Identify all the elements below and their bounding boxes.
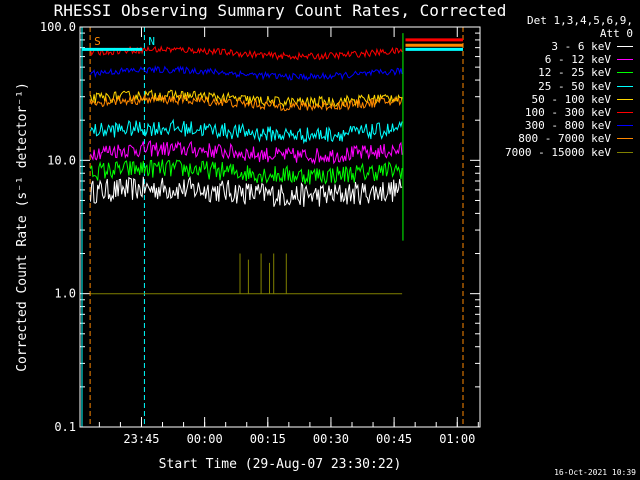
legend-swatch [617,72,633,74]
legend-swatch [617,151,633,153]
x-axis-label: Start Time (29-Aug-07 23:30:22) [159,457,402,472]
y-tick-label: 0.1 [54,420,76,434]
legend-entry-label: 100 - 300 keV [524,106,611,120]
y-axis-ticks: 0.1 1.0 10.0 100.0 [40,20,480,434]
y-tick-label: 1.0 [54,287,76,301]
legend-entry-label: 7000 - 15000 keV [505,145,611,159]
y-tick-label: 10.0 [47,153,76,167]
legend-entry: 50 - 100 keV [478,93,633,106]
x-tick-label: 00:45 [376,432,412,446]
y-tick-label: 100.0 [40,20,76,34]
x-tick-label: 23:45 [123,432,159,446]
x-tick-label: 00:00 [187,432,223,446]
chart-title: RHESSI Observing Summary Count Rates, Co… [54,1,507,20]
legend-entry: 12 - 25 keV [478,66,633,79]
legend-entry-label: 25 - 50 keV [538,79,611,93]
series-line [90,140,403,166]
legend-entry: 300 - 800 keV [478,119,633,132]
legend-swatch [617,112,633,114]
legend-entry-label: 50 - 100 keV [531,92,611,106]
footer-date: 16-Oct-2021 10:39 [554,468,636,477]
x-tick-label: 00:30 [313,432,349,446]
legend-entry: 7000 - 15000 keV [478,146,633,159]
legend-header-line-1: Det 1,3,4,5,6,9, [527,14,633,27]
x-tick-label: 01:00 [439,432,475,446]
legend-swatch [617,46,633,48]
series-line [90,118,403,145]
legend-swatch [617,98,633,100]
series-lines [82,33,463,295]
series-line [90,159,403,185]
legend-swatch [617,59,633,61]
legend-entry: 3 - 6 keV [478,40,633,53]
orbit-marker-label: S [94,35,101,48]
y-axis-label: Corrected Count Rate (s⁻¹ detector⁻¹) [15,82,30,372]
legend-entries: 3 - 6 keV 6 - 12 keV 12 - 25 keV 25 - 50 ke… [478,40,633,159]
legend-swatch [617,85,633,87]
legend-entry-label: 6 - 12 keV [544,53,611,67]
legend-header-line-2: Att 0 [599,27,633,40]
series-line [90,64,403,81]
legend-entry-label: 800 - 7000 keV [518,132,611,146]
legend-entry: 100 - 300 keV [478,106,633,119]
x-tick-label: 00:15 [250,432,286,446]
legend-entry: 6 - 12 keV [478,53,633,66]
legend-swatch [617,138,633,140]
legend-entry-label: 12 - 25 keV [538,66,611,80]
legend: Det 1,3,4,5,6,9, Att 0 3 - 6 keV 6 - 12 k… [478,14,633,159]
orbit-marker-label: N [148,35,155,48]
series-line [90,93,403,112]
legend-entry-label: 300 - 800 keV [524,119,611,133]
plot-frame [79,26,481,428]
legend-swatch [617,125,633,127]
series-line [90,175,403,207]
series-line [90,253,403,295]
x-axis-ticks: 23:45 00:00 00:15 00:30 00:45 01:00 [98,27,479,446]
legend-entry: 25 - 50 keV [478,80,633,93]
legend-entry-label: 3 - 6 keV [551,40,611,54]
series-line [90,45,403,61]
legend-entry: 800 - 7000 keV [478,132,633,145]
